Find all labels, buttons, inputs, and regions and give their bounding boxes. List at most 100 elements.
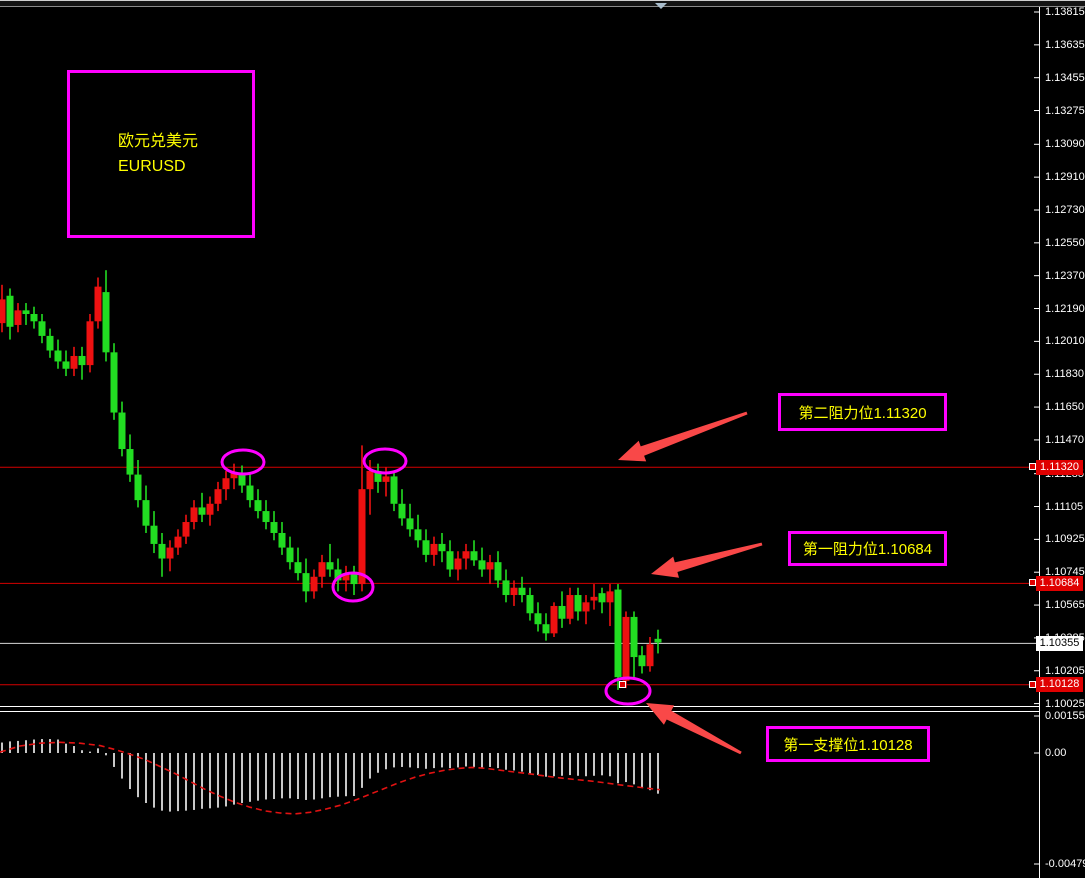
candle-body (190, 507, 198, 523)
price-tick-label: 1.12370 (1045, 269, 1085, 282)
candle-body (630, 616, 638, 658)
candle-body (598, 593, 606, 603)
price-tick-label: 1.11470 (1045, 433, 1084, 446)
candle-body (278, 532, 286, 548)
price-tick-label: 1.10205 (1045, 664, 1085, 677)
candle-body (54, 350, 62, 362)
macd-signal-line (0, 741, 661, 815)
candle-body (438, 543, 446, 552)
candle-body (174, 536, 182, 548)
price-tick-label: 1.12550 (1045, 236, 1085, 249)
price-tick-label: 1.11105 (1045, 500, 1084, 513)
chart-scroll-strip[interactable] (0, 0, 1085, 9)
candle-body (366, 470, 374, 490)
candle-body (38, 321, 46, 336)
symbol-title-en: EURUSD (118, 158, 186, 175)
highlight-ellipse (220, 448, 266, 476)
callout-resistance-2-label: 第二阻力位1.11320 (798, 404, 927, 422)
candle-body (182, 522, 190, 537)
candle-body (78, 355, 86, 366)
candle-body (646, 644, 654, 667)
candle-body (494, 562, 502, 581)
candle-body (254, 500, 262, 512)
candle-body (582, 602, 590, 612)
candle-body (102, 292, 110, 353)
candle-body (478, 560, 486, 570)
candle-body (0, 299, 6, 324)
candle-body (550, 605, 558, 634)
candle-body (214, 489, 222, 504)
highlight-ellipse (331, 571, 375, 603)
indicator-tick-label: 0.00 (1045, 747, 1067, 759)
price-badge-1.10128: 1.10128 (1036, 677, 1083, 693)
price-badge-1.10355: 1.10355 (1036, 635, 1083, 651)
price-tick-label: 1.12910 (1045, 171, 1085, 184)
callout-resistance-1[interactable]: 第一阻力位1.10684 (788, 531, 947, 566)
candle-body (326, 562, 334, 570)
candle-body (534, 613, 542, 625)
candle-body (526, 595, 534, 614)
candle-body (286, 547, 294, 563)
price-tick-label: 1.11830 (1045, 368, 1084, 381)
price-tick-label: 1.10565 (1045, 599, 1085, 612)
level-axis-marker (1029, 680, 1036, 688)
candle-body (462, 551, 470, 559)
candle-body (502, 580, 510, 596)
annotation-arrow (651, 542, 763, 578)
candle-body (430, 543, 438, 555)
candle-body (350, 573, 358, 585)
price-badge-1.10684: 1.10684 (1036, 575, 1083, 591)
candle-body (22, 310, 30, 315)
price-tick-label: 1.10925 (1045, 533, 1085, 546)
candle-body (14, 310, 22, 325)
candle-body (94, 286, 102, 322)
symbol-title-box[interactable]: 欧元兑美元 EURUSD (67, 70, 255, 238)
candle-body (126, 449, 134, 475)
line-anchor-marker[interactable] (619, 680, 626, 688)
candle-body (518, 587, 526, 596)
candle-body (414, 529, 422, 541)
candle-body (118, 412, 126, 450)
price-axis-border (1039, 7, 1040, 878)
candle-body (374, 470, 382, 482)
highlight-ellipse (362, 447, 408, 475)
candle-body (574, 595, 582, 612)
candle-body (6, 295, 14, 327)
candle-body (358, 489, 366, 585)
candle-body (198, 507, 206, 515)
candle-body (334, 569, 342, 581)
price-tick-label: 1.11650 (1045, 401, 1084, 414)
level-axis-marker (1029, 579, 1036, 587)
candle-body (454, 558, 462, 570)
callout-support-1[interactable]: 第一支撑位1.10128 (766, 726, 930, 762)
candle-body (70, 355, 78, 369)
indicator-tick-label: 0.001554 (1045, 710, 1085, 722)
price-tick-label: 1.12190 (1045, 302, 1085, 315)
candle-body (470, 551, 478, 561)
price-tick-label: 1.13815 (1045, 6, 1085, 18)
candle-body (134, 474, 142, 501)
highlight-ellipse (604, 676, 652, 706)
candle-body (382, 476, 390, 482)
candle-body (390, 476, 398, 504)
candle-body (302, 573, 310, 592)
price-badge-1.11320: 1.11320 (1036, 459, 1083, 475)
candle-body (486, 562, 494, 570)
annotation-arrow (618, 411, 748, 462)
candle-body (310, 576, 318, 592)
candle-body (270, 522, 278, 533)
candle-body (166, 547, 174, 559)
candle-body (86, 321, 94, 366)
scroll-position-marker-icon[interactable] (655, 3, 667, 9)
candle-body (622, 616, 630, 681)
annotation-arrow (646, 703, 742, 755)
candle-body (566, 595, 574, 619)
candle-body (206, 503, 214, 515)
price-tick-label: 1.10025 (1045, 697, 1085, 710)
callout-resistance-2[interactable]: 第二阻力位1.11320 (778, 393, 947, 431)
candle-body (542, 624, 550, 634)
price-tick-label: 1.12010 (1045, 335, 1085, 348)
price-tick-label: 1.13090 (1045, 138, 1085, 151)
candle-body (222, 478, 230, 490)
